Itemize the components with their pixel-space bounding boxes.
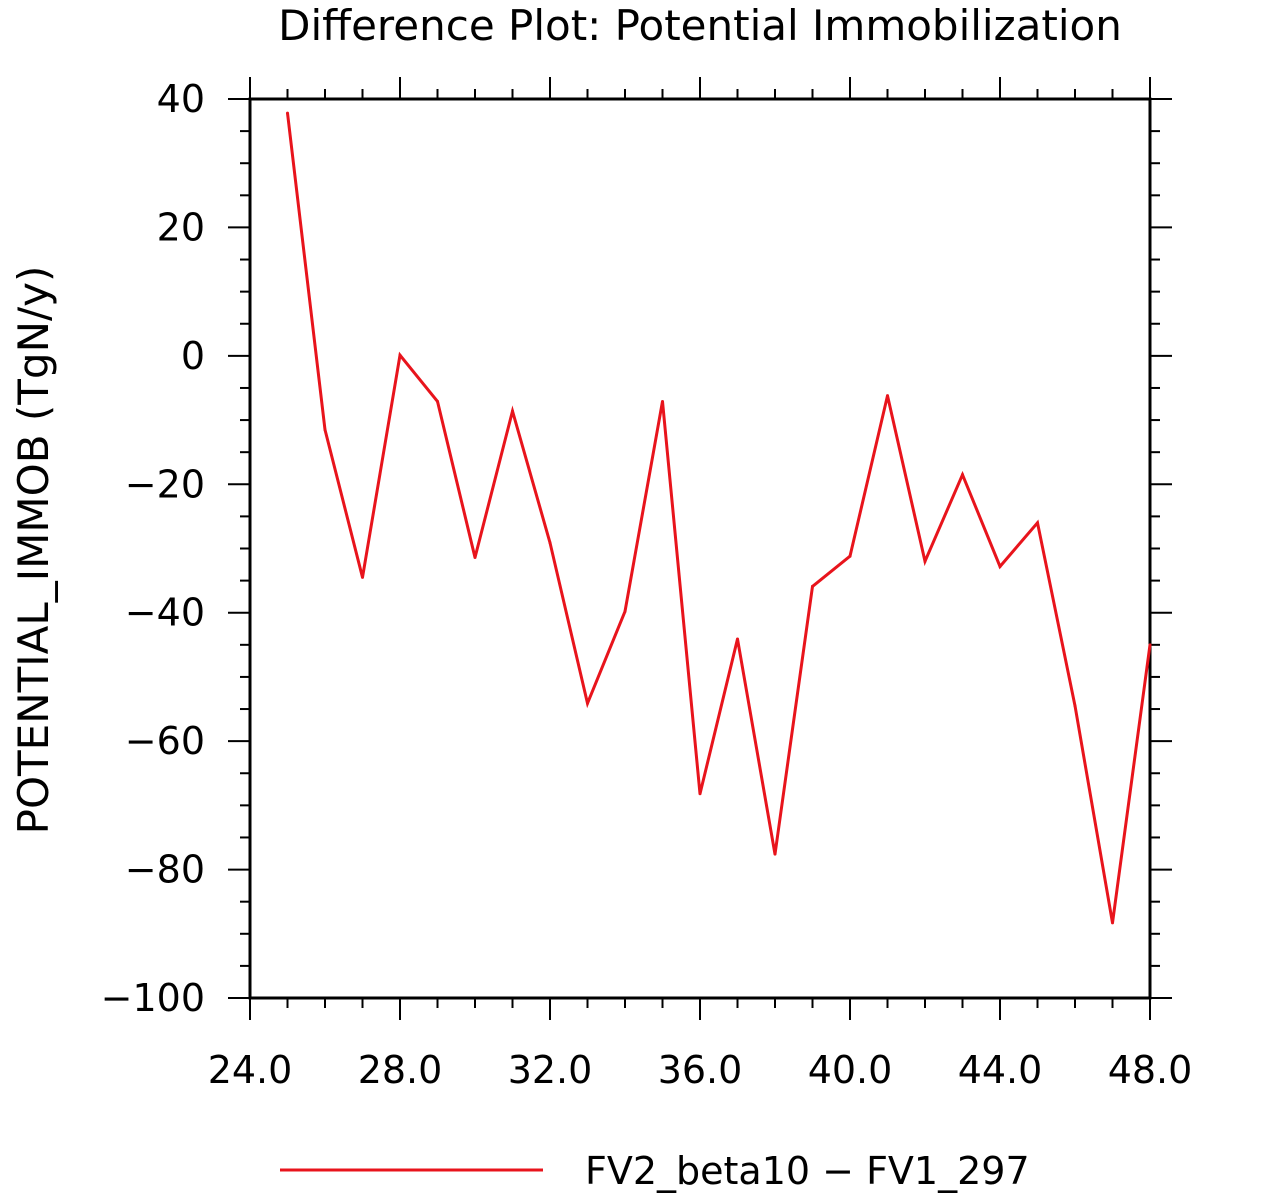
legend-label: FV2_beta10 − FV1_297 xyxy=(585,1149,1030,1193)
series-line xyxy=(286,112,1152,924)
y-tick-label: −100 xyxy=(101,976,205,1020)
x-tick-label: 40.0 xyxy=(808,1048,893,1092)
x-tick-label: 44.0 xyxy=(958,1048,1043,1092)
x-tick-label: 24.0 xyxy=(208,1048,293,1092)
y-tick-label: −40 xyxy=(125,591,205,635)
y-tick-label: 40 xyxy=(157,77,205,121)
data-point xyxy=(1036,521,1039,525)
data-point xyxy=(548,541,552,545)
data-point xyxy=(961,473,964,477)
data-point xyxy=(736,637,739,641)
data-point xyxy=(886,394,889,398)
data-point xyxy=(511,409,514,413)
data-point xyxy=(998,564,1002,568)
x-tick-label: 32.0 xyxy=(508,1048,593,1092)
x-tick-label: 28.0 xyxy=(358,1048,443,1092)
data-point xyxy=(398,353,402,357)
data-point xyxy=(661,399,664,403)
data-point xyxy=(323,428,327,432)
data-point xyxy=(1073,704,1077,708)
data-point xyxy=(473,555,477,559)
y-tick-label: −80 xyxy=(125,848,205,892)
x-tick-label: 36.0 xyxy=(658,1048,743,1092)
legend: FV2_beta10 − FV1_297 xyxy=(280,1149,1030,1193)
y-tick-label: 20 xyxy=(157,205,205,249)
data-point xyxy=(923,559,927,563)
y-tick-label: −60 xyxy=(125,719,205,763)
data-point xyxy=(1111,921,1114,925)
y-tick-label: 0 xyxy=(181,334,205,378)
y-tick-label: −20 xyxy=(125,462,205,506)
data-point xyxy=(286,111,289,115)
data-point xyxy=(436,399,439,403)
data-point xyxy=(623,609,627,613)
data-point xyxy=(698,792,702,796)
data-point xyxy=(361,575,364,579)
y-axis-label: POTENTIAL_IMMOB (TgN/y) xyxy=(9,266,58,835)
chart-title: Difference Plot: Potential Immobilizatio… xyxy=(278,1,1122,50)
data-point xyxy=(773,852,777,856)
x-tick-label: 48.0 xyxy=(1108,1048,1193,1092)
data-point xyxy=(848,554,852,558)
data-point xyxy=(811,584,814,588)
data-point xyxy=(1148,643,1152,647)
data-point xyxy=(586,701,589,705)
